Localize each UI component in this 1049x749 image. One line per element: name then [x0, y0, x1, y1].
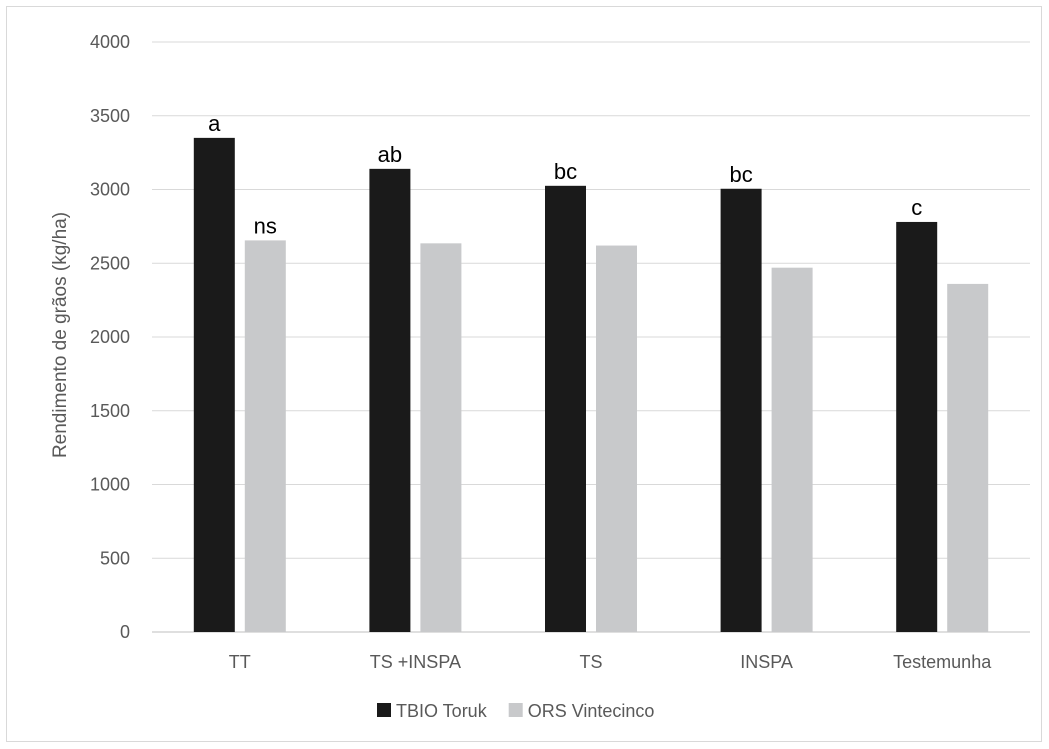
legend-swatch	[508, 703, 523, 717]
x-category-label: TS +INSPA	[370, 652, 461, 672]
bar	[596, 245, 637, 633]
bar	[244, 240, 286, 632]
x-category-label: TS	[579, 652, 602, 672]
y-tick-label: 0	[120, 622, 130, 642]
y-tick-label: 3000	[90, 180, 130, 200]
chart-frame	[6, 6, 1042, 742]
data-label: ns	[254, 213, 277, 238]
bar	[771, 267, 813, 632]
y-tick-label: 2000	[90, 327, 130, 347]
y-tick-label: 3500	[90, 106, 130, 126]
legend-label: ORS Vintecinco	[528, 701, 655, 721]
bar	[947, 283, 989, 632]
bars	[193, 137, 989, 633]
data-label: ab	[378, 142, 402, 167]
x-category-label: Testemunha	[893, 652, 992, 672]
y-axis-ticks: 0 500 1000 1500 2000 2500 3000 3500 4000	[90, 32, 130, 642]
bar	[720, 188, 762, 632]
data-label: a	[208, 111, 221, 136]
legend: TBIO Toruk ORS Vintecinco	[377, 701, 654, 721]
x-category-label: INSPA	[740, 652, 793, 672]
gridlines	[152, 41, 1030, 633]
legend-swatch	[377, 703, 391, 717]
y-tick-label: 2500	[90, 253, 130, 273]
bar	[896, 221, 938, 632]
y-tick-label: 1500	[90, 401, 130, 421]
y-tick-label: 1000	[90, 475, 130, 495]
y-axis-label: Rendimento de grãos (kg/ha)	[50, 212, 71, 458]
bar	[420, 243, 462, 632]
data-label: bc	[729, 162, 752, 187]
y-tick-label: 500	[100, 548, 130, 568]
data-label: bc	[554, 159, 577, 184]
y-tick-label: 4000	[90, 32, 130, 52]
bar	[545, 185, 586, 632]
bar	[193, 137, 235, 632]
bar	[369, 168, 411, 632]
x-axis-categories: TT TS +INSPA TS INSPA Testemunha	[229, 652, 992, 672]
x-category-label: TT	[229, 652, 251, 672]
data-labels: a ns ab bc bc c	[208, 111, 922, 239]
data-label: c	[911, 195, 922, 220]
legend-label: TBIO Toruk	[396, 701, 488, 721]
